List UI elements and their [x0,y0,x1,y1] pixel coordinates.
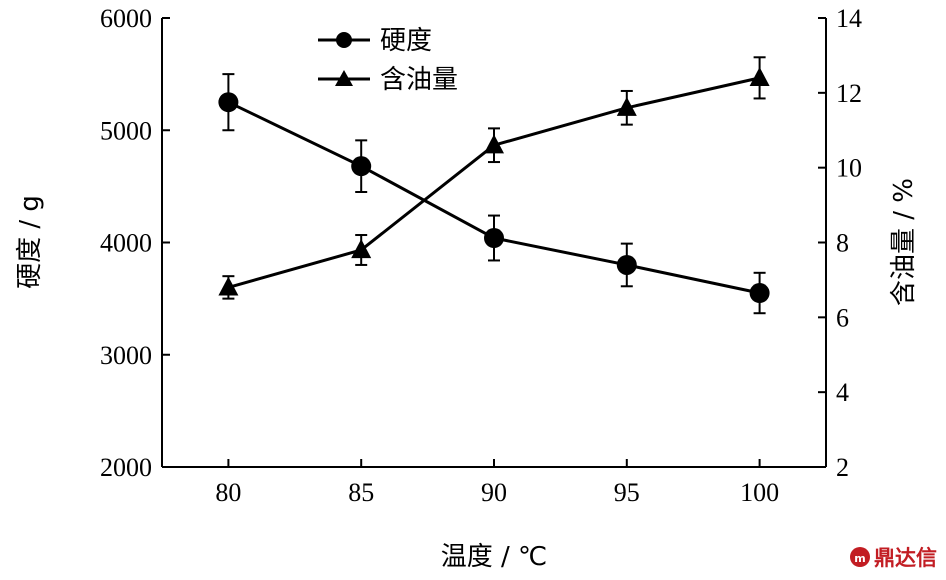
legend: 硬度 含油量 [318,26,458,95]
x-tick-label: 100 [740,478,779,507]
data-point-hardness [749,283,770,304]
data-point-oil [218,276,239,296]
y-right-tick-label: 14 [836,4,862,33]
watermark-logo-glyph: m [854,552,865,565]
series-layer [218,56,770,315]
x-tick-label: 95 [614,478,640,507]
y-left-tick-label: 3000 [100,341,152,370]
legend-marker-hardness [336,32,352,48]
legend-item-hardness: 硬度 [318,26,432,56]
data-point-oil [484,134,504,154]
y-right-tick-label: 2 [836,453,849,482]
ticks: 80 85 90 95 100 2000 3000 4000 5000 6000 2 4 6 8 10 12 1… [100,4,862,507]
y-right-tick-label: 12 [836,79,862,108]
y-left-tick-label: 4000 [100,229,152,258]
data-point-hardness [484,228,504,249]
legend-label-oil: 含油量 [380,65,458,95]
data-point-oil [351,239,372,259]
x-tick-label: 80 [215,478,241,507]
legend-item-oil: 含油量 [318,65,458,95]
data-point-hardness [351,156,372,177]
y-right-axis-title: 含油量 / % [889,178,919,306]
x-tick-label: 85 [348,478,374,507]
data-point-hardness [218,92,239,113]
y-left-tick-label: 5000 [100,116,152,145]
y-left-tick-label: 6000 [100,4,152,33]
y-right-tick-label: 8 [836,229,849,258]
watermark-text: 鼎达信 [874,546,937,570]
y-right-tick-label: 6 [836,303,849,332]
y-left-axis-title: 硬度 / g [15,195,45,289]
y-left-tick-label: 2000 [100,453,152,482]
data-point-hardness [616,254,637,275]
watermark: m 鼎达信 [850,546,937,570]
data-point-oil [749,67,770,86]
x-axis-title: 温度 / ℃ [441,542,548,572]
data-point-oil [616,97,637,116]
watermark-logo-icon [850,547,870,567]
x-tick-label: 90 [481,478,507,507]
legend-label-hardness: 硬度 [380,26,432,56]
legend-marker-oil [335,70,353,86]
y-right-tick-label: 4 [836,378,849,407]
y-right-tick-label: 10 [836,154,862,183]
